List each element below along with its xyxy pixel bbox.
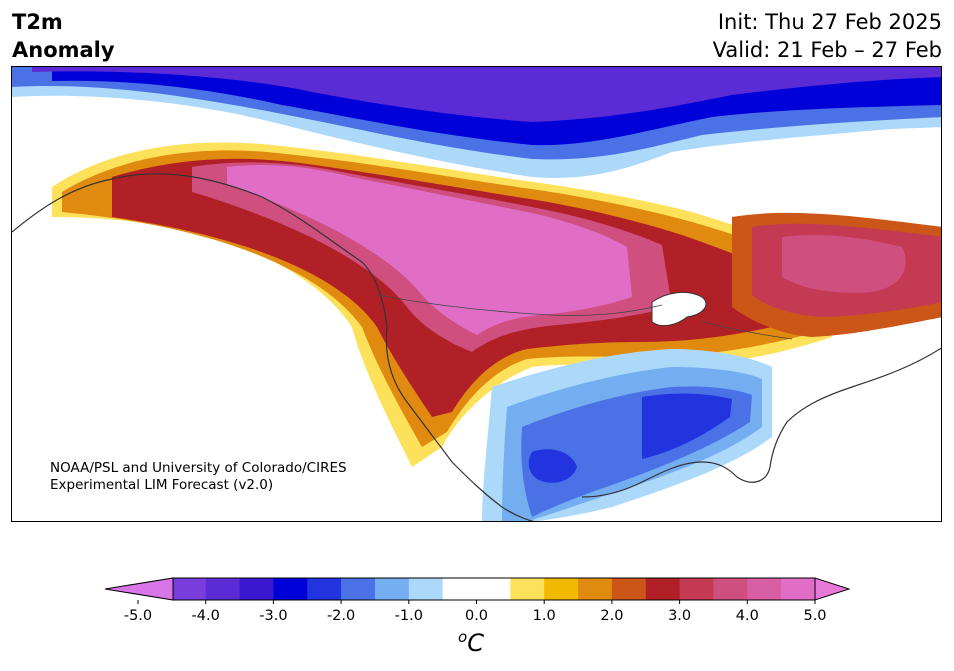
colorbar-bin bbox=[611, 578, 647, 600]
colorbar-bin bbox=[679, 578, 714, 600]
colorbar-bin bbox=[341, 578, 376, 600]
great-lakes bbox=[651, 291, 707, 327]
warm-pink-core bbox=[227, 165, 632, 335]
anomaly-map: NOAA/PSL and University of Colorado/CIRE… bbox=[11, 66, 942, 522]
title-variable-line2: Anomaly bbox=[12, 38, 115, 62]
unit-label: oC bbox=[458, 628, 484, 657]
unit-degree: o bbox=[458, 628, 468, 646]
colorbar-bin bbox=[544, 578, 579, 600]
colorbar-bin bbox=[408, 578, 444, 600]
colorbar-bin bbox=[645, 578, 681, 600]
colorbar-under-arrow bbox=[104, 577, 174, 601]
colorbar-bin bbox=[578, 578, 613, 600]
colorbar-tick-label: 3.0 bbox=[668, 608, 691, 624]
south-deep-blue bbox=[642, 393, 732, 459]
colorbar-bin bbox=[171, 578, 207, 600]
colorbar-bin bbox=[307, 578, 342, 600]
valid-date: Valid: 21 Feb – 27 Feb bbox=[712, 38, 942, 62]
map-title: T2m Anomaly bbox=[12, 8, 115, 64]
coastline bbox=[12, 173, 941, 521]
colorbar-frame bbox=[172, 577, 816, 601]
colorbar-tick-label: -2.0 bbox=[327, 608, 355, 624]
colorbar-bin bbox=[273, 578, 308, 600]
colorbar-tick-label: -4.0 bbox=[192, 608, 220, 624]
forecast-dates: Init: Thu 27 Feb 2025 Valid: 21 Feb – 27… bbox=[713, 8, 942, 64]
colorbar-bin bbox=[239, 578, 274, 600]
colorbar-bin bbox=[442, 578, 511, 600]
colorbar-bins bbox=[171, 578, 816, 600]
colorbar-tick-label: -5.0 bbox=[124, 608, 152, 624]
unit-celsius: C bbox=[467, 629, 484, 657]
colorbar-tick-label: 5.0 bbox=[803, 608, 826, 624]
colorbar-tick-label: -1.0 bbox=[395, 608, 423, 624]
colorbar-bin bbox=[205, 578, 241, 600]
colorbar-bin bbox=[713, 578, 748, 600]
colorbar-bin bbox=[374, 578, 410, 600]
colorbar-tick-label: -3.0 bbox=[259, 608, 287, 624]
colorbar-bin bbox=[747, 578, 782, 600]
texas-deep-blue bbox=[528, 449, 577, 483]
arctic-purple bbox=[32, 67, 941, 122]
colorbar-tick-label: 1.0 bbox=[533, 608, 556, 624]
credit-line1: NOAA/PSL and University of Colorado/CIRE… bbox=[50, 460, 347, 476]
colorbar-tick-label: 0.0 bbox=[465, 608, 488, 624]
colorbar-over-arrow bbox=[814, 577, 851, 601]
colorbar: -5.0 -4.0 -3.0 -2.0 -1.0 0.0 1.0 2.0 3.0 4.0 5.0 bbox=[104, 577, 851, 624]
map-canvas bbox=[12, 67, 941, 521]
credit-line2: Experimental LIM Forecast (v2.0) bbox=[50, 477, 274, 493]
init-date: Init: Thu 27 Feb 2025 bbox=[717, 10, 942, 34]
colorbar-tick-label: 2.0 bbox=[600, 608, 623, 624]
colorbar-bin bbox=[781, 578, 816, 600]
title-variable-line1: T2m bbox=[12, 10, 63, 34]
colorbar-tick-label: 4.0 bbox=[736, 608, 759, 624]
northeast-rose bbox=[782, 235, 906, 293]
us-canada-border bbox=[376, 294, 793, 340]
credit-text: NOAA/PSL and University of Colorado/CIRE… bbox=[50, 460, 347, 494]
colorbar-bin bbox=[510, 578, 545, 600]
colorbar-ticks: -5.0 -4.0 -3.0 -2.0 -1.0 0.0 1.0 2.0 3.0 4.0 5.0 bbox=[124, 600, 827, 624]
